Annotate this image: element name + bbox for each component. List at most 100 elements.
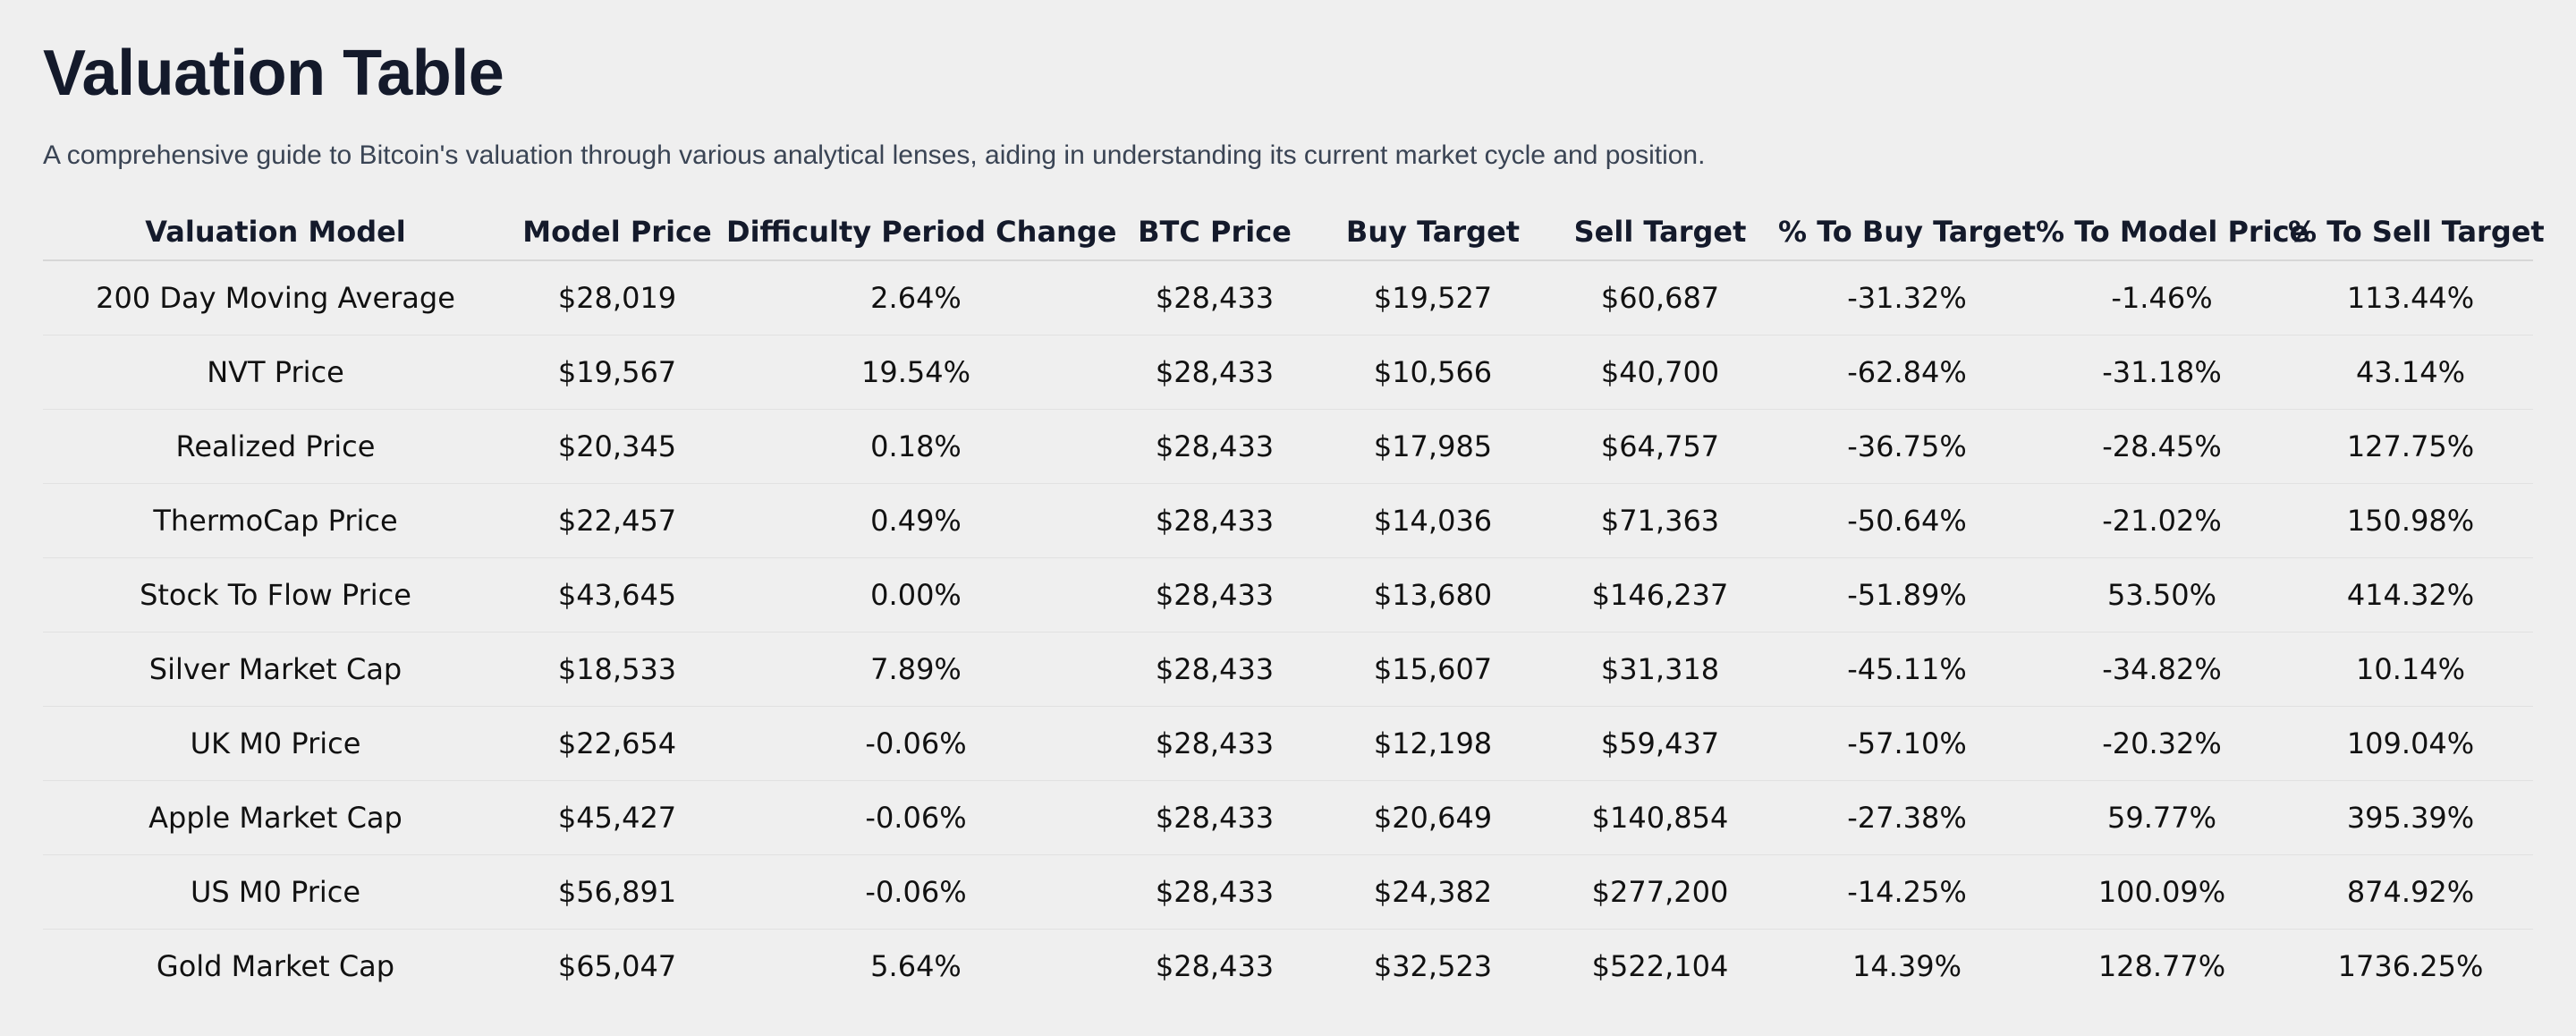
cell-model-price: $22,457 — [508, 483, 726, 558]
cell-buy-target: $15,607 — [1324, 632, 1542, 707]
table-row: Stock To Flow Price $43,645 0.00% $28,43… — [43, 557, 2533, 633]
cell-buy-target: $13,680 — [1324, 557, 1542, 633]
cell-pct-to-sell-target: 43.14% — [2288, 335, 2533, 410]
table-row: US M0 Price $56,891 -0.06% $28,433 $24,3… — [43, 854, 2533, 930]
cell-pct-to-sell-target: 127.75% — [2288, 409, 2533, 484]
cell-pct-to-buy-target: -50.64% — [1778, 483, 2036, 558]
cell-pct-to-buy-target: -14.25% — [1778, 854, 2036, 930]
cell-valuation-model: Stock To Flow Price — [43, 557, 508, 633]
cell-pct-to-model-price: -21.02% — [2036, 483, 2288, 558]
cell-sell-target: $64,757 — [1542, 409, 1778, 484]
cell-difficulty-period-change: -0.06% — [726, 706, 1106, 781]
column-header-valuation-model[interactable]: Valuation Model — [43, 204, 508, 261]
cell-difficulty-period-change: 5.64% — [870, 949, 962, 983]
cell-model-price: $18,533 — [508, 632, 726, 707]
cell-pct-to-model-price: 100.09% — [2036, 854, 2288, 930]
cell-btc-price: $28,433 — [1106, 557, 1324, 633]
cell-sell-target: $40,700 — [1542, 335, 1778, 410]
cell-pct-to-buy-target: -62.84% — [1778, 335, 2036, 410]
table-row: ThermoCap Price $22,457 0.49% $28,433 $1… — [43, 483, 2533, 558]
cell-difficulty-period-change: 2.64% — [726, 260, 1106, 335]
cell-sell-target: $71,363 — [1542, 483, 1778, 558]
cell-buy-target: $10,566 — [1324, 335, 1542, 410]
cell-model-price: $19,567 — [508, 335, 726, 410]
cell-pct-to-sell-target: 1736.25% — [2337, 949, 2484, 983]
cell-pct-to-buy-target: -51.89% — [1778, 557, 2036, 633]
table-row: Apple Market Cap $45,427 -0.06% $28,433 … — [43, 780, 2533, 855]
page-title: Valuation Table — [43, 38, 504, 109]
cell-pct-to-model-price: 53.50% — [2036, 557, 2288, 633]
cell-pct-to-buy-target: -45.11% — [1778, 632, 2036, 707]
column-header-pct-to-buy-target[interactable]: % To Buy Target — [1778, 204, 2036, 261]
cell-sell-target: $522,104 — [1591, 949, 1729, 983]
page-subtitle: A comprehensive guide to Bitcoin's valua… — [43, 140, 1706, 170]
cell-pct-to-sell-target: 109.04% — [2288, 706, 2533, 781]
cell-sell-target: $59,437 — [1542, 706, 1778, 781]
cell-model-price: $45,427 — [508, 780, 726, 855]
cell-pct-to-sell-target: 414.32% — [2288, 557, 2533, 633]
cell-btc-price: $28,433 — [1106, 632, 1324, 707]
cell-buy-target: $20,649 — [1324, 780, 1542, 855]
cell-btc-price: $28,433 — [1106, 780, 1324, 855]
cell-btc-price: $28,433 — [1106, 706, 1324, 781]
table-row: UK M0 Price $22,654 -0.06% $28,433 $12,1… — [43, 706, 2533, 781]
cell-model-price: $56,891 — [508, 854, 726, 930]
cell-pct-to-sell-target: 395.39% — [2288, 780, 2533, 855]
cell-pct-to-model-price: -31.18% — [2036, 335, 2288, 410]
table-row: Silver Market Cap $18,533 7.89% $28,433 … — [43, 632, 2533, 707]
cell-valuation-model: Realized Price — [43, 409, 508, 484]
cell-btc-price: $28,433 — [1106, 854, 1324, 930]
table-row: 200 Day Moving Average $28,019 2.64% $28… — [43, 260, 2533, 335]
table-row: Realized Price $20,345 0.18% $28,433 $17… — [43, 409, 2533, 484]
cell-pct-to-sell-target: 10.14% — [2288, 632, 2533, 707]
table-row: Gold Market Cap $65,047 5.64% $28,433 $3… — [43, 930, 2533, 1004]
cell-valuation-model: UK M0 Price — [43, 706, 508, 781]
table-row: NVT Price $19,567 19.54% $28,433 $10,566… — [43, 335, 2533, 410]
cell-model-price: $28,019 — [508, 260, 726, 335]
cell-pct-to-sell-target: 113.44% — [2288, 260, 2533, 335]
cell-pct-to-buy-target: -36.75% — [1778, 409, 2036, 484]
valuation-table: Valuation Model Model Price Difficulty P… — [43, 204, 2545, 1004]
cell-buy-target: $24,382 — [1324, 854, 1542, 930]
cell-btc-price: $28,433 — [1155, 949, 1275, 983]
column-header-pct-to-sell-target[interactable]: % To Sell Target — [2288, 204, 2545, 261]
cell-model-price: $43,645 — [508, 557, 726, 633]
cell-pct-to-model-price: -20.32% — [2036, 706, 2288, 781]
cell-sell-target: $140,854 — [1542, 780, 1778, 855]
cell-model-price: $65,047 — [557, 949, 677, 983]
cell-valuation-model: US M0 Price — [43, 854, 508, 930]
cell-btc-price: $28,433 — [1106, 409, 1324, 484]
cell-pct-to-buy-target: -31.32% — [1778, 260, 2036, 335]
cell-valuation-model: Silver Market Cap — [43, 632, 508, 707]
cell-model-price: $20,345 — [508, 409, 726, 484]
cell-buy-target: $17,985 — [1324, 409, 1542, 484]
cell-difficulty-period-change: 0.00% — [726, 557, 1106, 633]
table-header-row: Valuation Model Model Price Difficulty P… — [43, 204, 2545, 261]
cell-valuation-model: Apple Market Cap — [43, 780, 508, 855]
column-header-pct-to-model-price[interactable]: % To Model Price — [2036, 204, 2309, 261]
cell-pct-to-model-price: -28.45% — [2036, 409, 2288, 484]
cell-difficulty-period-change: -0.06% — [726, 780, 1106, 855]
column-header-btc-price[interactable]: BTC Price — [1106, 204, 1324, 261]
cell-pct-to-model-price: -34.82% — [2036, 632, 2288, 707]
cell-difficulty-period-change: 0.49% — [726, 483, 1106, 558]
cell-pct-to-buy-target: -27.38% — [1778, 780, 2036, 855]
cell-btc-price: $28,433 — [1106, 335, 1324, 410]
column-header-difficulty-period-change[interactable]: Difficulty Period Change — [726, 204, 1116, 261]
cell-difficulty-period-change: 0.18% — [726, 409, 1106, 484]
cell-buy-target: $32,523 — [1373, 949, 1493, 983]
cell-sell-target: $60,687 — [1542, 260, 1778, 335]
cell-valuation-model: Gold Market Cap — [156, 949, 395, 983]
cell-valuation-model: NVT Price — [43, 335, 508, 410]
cell-pct-to-model-price: 128.77% — [2097, 949, 2226, 983]
column-header-sell-target[interactable]: Sell Target — [1542, 204, 1778, 261]
cell-model-price: $22,654 — [508, 706, 726, 781]
cell-buy-target: $14,036 — [1324, 483, 1542, 558]
cell-difficulty-period-change: -0.06% — [726, 854, 1106, 930]
column-header-buy-target[interactable]: Buy Target — [1324, 204, 1542, 261]
cell-buy-target: $19,527 — [1324, 260, 1542, 335]
column-header-model-price[interactable]: Model Price — [508, 204, 726, 261]
cell-difficulty-period-change: 7.89% — [726, 632, 1106, 707]
cell-pct-to-sell-target: 874.92% — [2288, 854, 2533, 930]
